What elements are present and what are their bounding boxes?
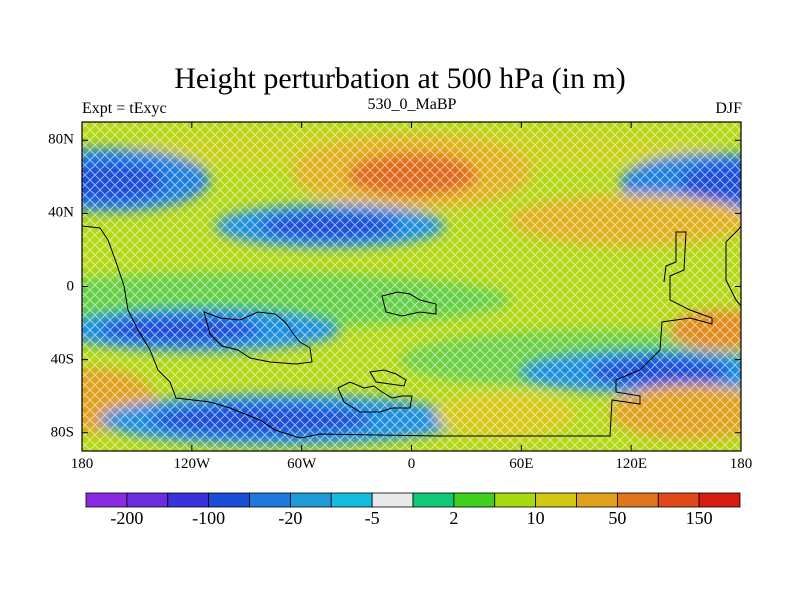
colorbar-box: [616, 492, 659, 508]
experiment-label: Expt = tExyc: [82, 100, 167, 117]
lon-label: 60E: [509, 456, 534, 472]
colorbar-label: -20: [278, 508, 303, 528]
colorbar-label: 150: [685, 508, 713, 528]
lat-label: 80N: [48, 131, 74, 148]
colorbar-label: -5: [364, 508, 380, 528]
coastline: [82, 225, 741, 439]
colorbar-box: [289, 492, 332, 508]
lon-label: 180: [729, 456, 753, 472]
colorbar-label: 50: [608, 508, 627, 528]
season-label: DJF: [715, 100, 742, 117]
colorbar-box: [698, 492, 741, 508]
colorbar-box: [657, 492, 700, 508]
lat-label: 40S: [50, 351, 74, 368]
colorbar-box: [412, 492, 455, 508]
colorbar-box: [249, 492, 291, 508]
lon-label: 120W: [173, 456, 211, 472]
colorbar-label: -100: [192, 508, 226, 528]
colorbar-label: 10: [526, 508, 545, 528]
height-field: [82, 122, 741, 451]
colorbar-label: 2: [449, 508, 459, 528]
lon-label: 180: [70, 456, 94, 472]
lon-label: 120E: [615, 456, 647, 472]
lon-label: 60W: [287, 456, 317, 472]
figure-title: Height perturbation at 500 hPa (in m): [174, 62, 626, 95]
colorbar-box: [494, 492, 537, 508]
colorbar-box: [535, 492, 577, 508]
lat-label: 80S: [50, 424, 74, 441]
lat-label: 0: [66, 278, 75, 294]
colorbar-box: [576, 492, 618, 508]
colorbar-box: [126, 492, 169, 508]
lon-label: 0: [407, 456, 416, 472]
colorbar-box: [453, 492, 496, 508]
colorbar-box: [208, 492, 250, 508]
colorbar-box: [167, 492, 210, 508]
colorbar-label: -200: [110, 508, 144, 528]
colorbar-box: [330, 492, 373, 508]
period-label: 530_0_MaBP: [367, 96, 457, 113]
colorbar-box: [85, 492, 128, 508]
lat-label: 40N: [48, 204, 74, 221]
colorbar-box: [371, 492, 414, 508]
colorbar: [85, 492, 741, 508]
